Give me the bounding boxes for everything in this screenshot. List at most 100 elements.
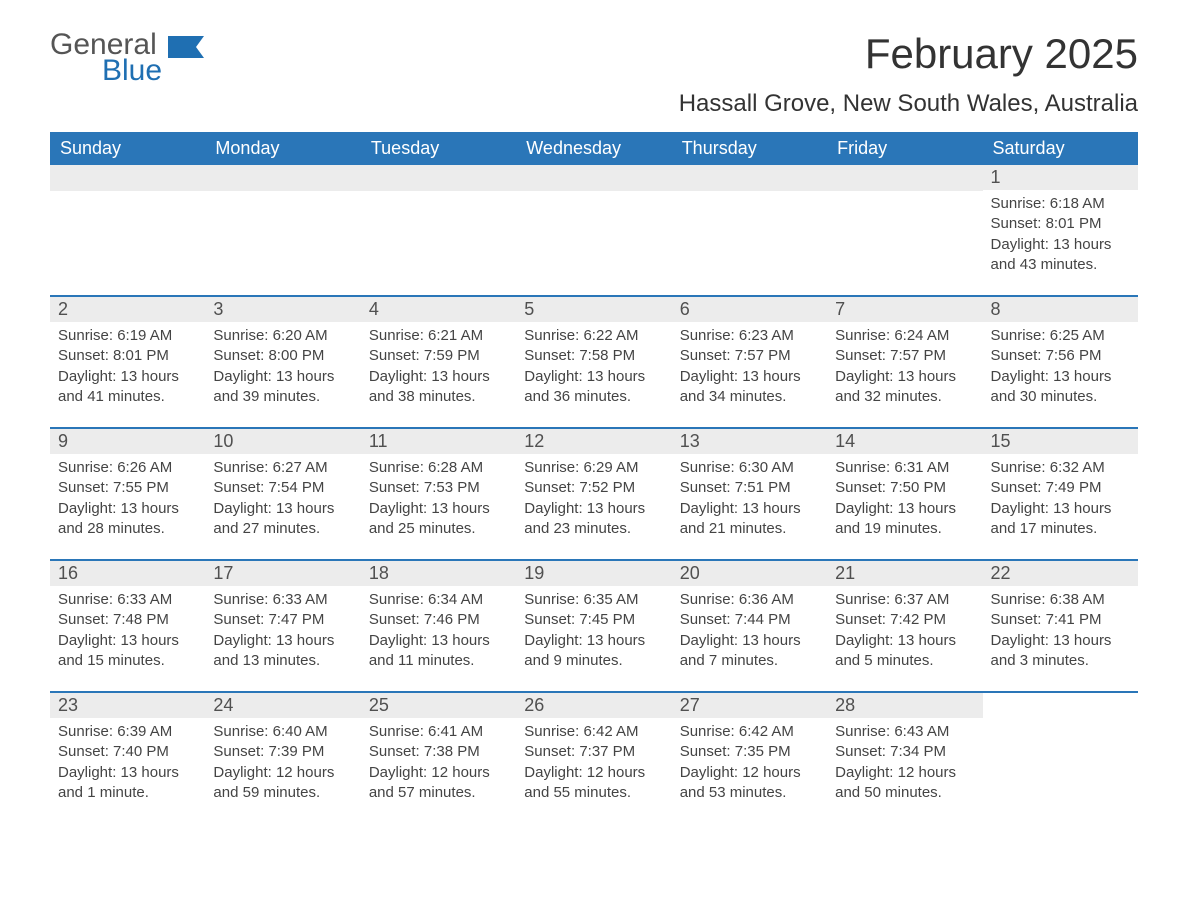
daylight-line: Daylight: 13 hours and 13 minutes.: [213, 631, 352, 672]
daylight-line: Daylight: 13 hours and 3 minutes.: [991, 631, 1130, 672]
daylight-label: Daylight:: [680, 764, 743, 781]
sunset-line: Sunset: 7:38 PM: [369, 742, 508, 762]
calendar-body: 1Sunrise: 6:18 AMSunset: 8:01 PMDaylight…: [50, 165, 1138, 809]
date-number: 19: [516, 561, 671, 586]
sunrise-line: Sunrise: 6:20 AM: [213, 326, 352, 346]
sunrise-label: Sunrise:: [213, 591, 272, 608]
date-number: 8: [983, 297, 1138, 322]
sunset-line: Sunset: 7:50 PM: [835, 478, 974, 498]
day-cell: 16Sunrise: 6:33 AMSunset: 7:48 PMDayligh…: [50, 561, 205, 677]
date-number: 7: [827, 297, 982, 322]
day-cell: 7Sunrise: 6:24 AMSunset: 7:57 PMDaylight…: [827, 297, 982, 413]
date-number: 9: [50, 429, 205, 454]
sunset-value: 7:56 PM: [1046, 347, 1102, 364]
sunrise-value: 6:33 AM: [273, 591, 328, 608]
day-info: Sunrise: 6:24 AMSunset: 7:57 PMDaylight:…: [827, 322, 982, 407]
day-header: Wednesday: [516, 132, 671, 165]
sunrise-line: Sunrise: 6:34 AM: [369, 590, 508, 610]
sunset-label: Sunset:: [524, 479, 579, 496]
sunrise-value: 6:35 AM: [583, 591, 638, 608]
sunset-label: Sunset:: [58, 611, 113, 628]
date-number: 12: [516, 429, 671, 454]
sunrise-value: 6:37 AM: [894, 591, 949, 608]
day-cell: [50, 165, 205, 281]
daylight-line: Daylight: 13 hours and 32 minutes.: [835, 367, 974, 408]
day-cell: 2Sunrise: 6:19 AMSunset: 8:01 PMDaylight…: [50, 297, 205, 413]
sunrise-label: Sunrise:: [835, 459, 894, 476]
day-cell: 27Sunrise: 6:42 AMSunset: 7:35 PMDayligh…: [672, 693, 827, 809]
daylight-label: Daylight:: [680, 500, 743, 517]
sunrise-line: Sunrise: 6:22 AM: [524, 326, 663, 346]
sunset-value: 7:48 PM: [113, 611, 169, 628]
day-cell: [827, 165, 982, 281]
sunrise-label: Sunrise:: [58, 591, 117, 608]
sunset-label: Sunset:: [835, 743, 890, 760]
sunset-value: 7:40 PM: [113, 743, 169, 760]
sunrise-label: Sunrise:: [524, 723, 583, 740]
empty-date: [672, 165, 827, 191]
sunset-label: Sunset:: [835, 347, 890, 364]
sunrise-line: Sunrise: 6:35 AM: [524, 590, 663, 610]
daylight-label: Daylight:: [58, 764, 121, 781]
day-header-row: SundayMondayTuesdayWednesdayThursdayFrid…: [50, 132, 1138, 165]
sunset-line: Sunset: 7:41 PM: [991, 610, 1130, 630]
sunrise-label: Sunrise:: [835, 723, 894, 740]
day-cell: 4Sunrise: 6:21 AMSunset: 7:59 PMDaylight…: [361, 297, 516, 413]
date-number: 3: [205, 297, 360, 322]
sunrise-value: 6:39 AM: [117, 723, 172, 740]
date-number: 5: [516, 297, 671, 322]
sunset-label: Sunset:: [213, 479, 268, 496]
sunset-label: Sunset:: [991, 479, 1046, 496]
day-info: Sunrise: 6:41 AMSunset: 7:38 PMDaylight:…: [361, 718, 516, 803]
sunrise-line: Sunrise: 6:21 AM: [369, 326, 508, 346]
sunset-line: Sunset: 7:51 PM: [680, 478, 819, 498]
daylight-label: Daylight:: [524, 500, 587, 517]
sunrise-label: Sunrise:: [369, 327, 428, 344]
sunrise-line: Sunrise: 6:42 AM: [524, 722, 663, 742]
date-number: 6: [672, 297, 827, 322]
header: General Blue February 2025 Hassall Grove…: [50, 30, 1138, 118]
sunrise-line: Sunrise: 6:33 AM: [213, 590, 352, 610]
empty-date: [516, 165, 671, 191]
sunrise-value: 6:38 AM: [1050, 591, 1105, 608]
day-info: Sunrise: 6:37 AMSunset: 7:42 PMDaylight:…: [827, 586, 982, 671]
sunrise-line: Sunrise: 6:39 AM: [58, 722, 197, 742]
daylight-line: Daylight: 13 hours and 19 minutes.: [835, 499, 974, 540]
sunrise-line: Sunrise: 6:28 AM: [369, 458, 508, 478]
logo-flag-icon: [168, 36, 204, 58]
sunrise-line: Sunrise: 6:38 AM: [991, 590, 1130, 610]
date-number: 11: [361, 429, 516, 454]
day-cell: 11Sunrise: 6:28 AMSunset: 7:53 PMDayligh…: [361, 429, 516, 545]
week-row: 1Sunrise: 6:18 AMSunset: 8:01 PMDaylight…: [50, 165, 1138, 281]
daylight-label: Daylight:: [369, 368, 432, 385]
sunrise-value: 6:42 AM: [739, 723, 794, 740]
sunset-line: Sunset: 7:55 PM: [58, 478, 197, 498]
sunrise-label: Sunrise:: [680, 459, 739, 476]
sunset-line: Sunset: 7:35 PM: [680, 742, 819, 762]
sunset-value: 7:41 PM: [1046, 611, 1102, 628]
day-cell: 9Sunrise: 6:26 AMSunset: 7:55 PMDaylight…: [50, 429, 205, 545]
sunrise-value: 6:43 AM: [894, 723, 949, 740]
sunrise-value: 6:20 AM: [273, 327, 328, 344]
calendar: SundayMondayTuesdayWednesdayThursdayFrid…: [50, 132, 1138, 809]
sunset-value: 8:00 PM: [268, 347, 324, 364]
daylight-line: Daylight: 12 hours and 53 minutes.: [680, 763, 819, 804]
sunrise-value: 6:32 AM: [1050, 459, 1105, 476]
sunrise-label: Sunrise:: [213, 327, 272, 344]
daylight-line: Daylight: 13 hours and 36 minutes.: [524, 367, 663, 408]
sunrise-line: Sunrise: 6:40 AM: [213, 722, 352, 742]
sunset-label: Sunset:: [58, 347, 113, 364]
sunrise-label: Sunrise:: [991, 459, 1050, 476]
empty-date: [50, 165, 205, 191]
sunrise-label: Sunrise:: [835, 591, 894, 608]
sunset-label: Sunset:: [58, 743, 113, 760]
sunrise-label: Sunrise:: [369, 723, 428, 740]
day-cell: 15Sunrise: 6:32 AMSunset: 7:49 PMDayligh…: [983, 429, 1138, 545]
sunset-line: Sunset: 7:48 PM: [58, 610, 197, 630]
sunrise-value: 6:24 AM: [894, 327, 949, 344]
day-cell: 1Sunrise: 6:18 AMSunset: 8:01 PMDaylight…: [983, 165, 1138, 281]
sunrise-label: Sunrise:: [58, 723, 117, 740]
daylight-line: Daylight: 13 hours and 25 minutes.: [369, 499, 508, 540]
empty-date: [361, 165, 516, 191]
day-info: Sunrise: 6:32 AMSunset: 7:49 PMDaylight:…: [983, 454, 1138, 539]
